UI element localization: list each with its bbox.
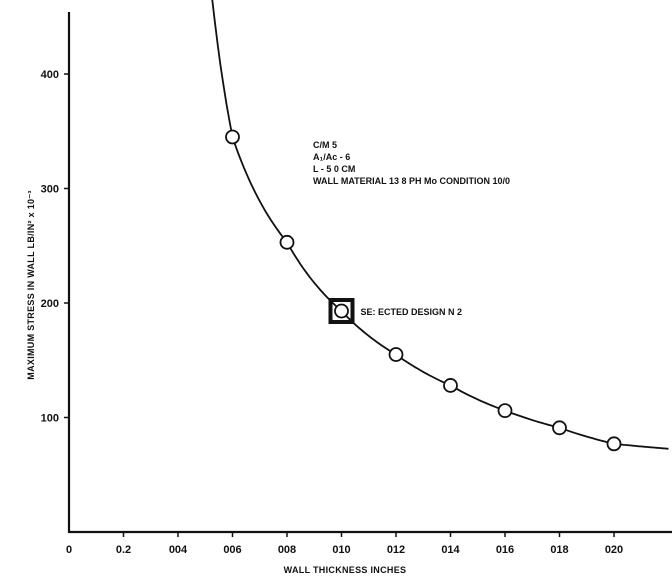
selected-design-label: SE: ECTED DESIGN N 2	[361, 307, 463, 317]
y-tick-label: 400	[41, 69, 59, 81]
annotation-line: WALL MATERIAL 13 8 PH Mo CONDITION 10/0	[313, 176, 510, 186]
x-tick-label: 018	[550, 544, 568, 556]
x-tick-label: 004	[169, 544, 188, 556]
plot-axes	[67, 12, 672, 534]
y-tick-label: 100	[41, 413, 59, 425]
x-axis-title: WALL THICKNESS INCHES	[284, 565, 407, 575]
x-tick-label: 008	[278, 544, 296, 556]
x-ticks: 0 0.2 004 006 008 010 012 014 016 018 020	[66, 532, 623, 556]
data-point	[443, 378, 458, 393]
y-tick-label: 200	[41, 298, 59, 310]
x-tick-label: 016	[496, 544, 514, 556]
x-tick-label: 020	[605, 544, 623, 556]
data-points	[225, 129, 622, 452]
data-point	[606, 436, 622, 452]
selected-design-marker	[328, 298, 355, 325]
data-point	[334, 303, 349, 319]
data-point	[388, 347, 404, 362]
x-tick-label: 0	[66, 544, 72, 556]
x-tick-label: 014	[441, 544, 460, 556]
y-ticks: 100 200 300 400	[41, 69, 69, 425]
data-point	[225, 129, 240, 145]
x-tick-label: 010	[332, 544, 350, 556]
annotation-line: L - 5 0 CM	[313, 164, 355, 174]
x-tick-label: 0.2	[116, 544, 131, 556]
data-point	[552, 420, 567, 436]
annotation-line: C/M 5	[313, 140, 337, 150]
annotation-line: A₁/Aᴄ - 6	[313, 152, 350, 162]
y-tick-label: 300	[41, 184, 59, 196]
data-point	[279, 234, 295, 250]
stress-curve	[211, 0, 669, 450]
data-point	[497, 403, 513, 419]
annotation-block: C/M 5 A₁/Aᴄ - 6 L - 5 0 CM WALL MATERIAL 13…	[313, 140, 510, 186]
y-axis-title: MAXIMUM STRESS IN WALL LB/IN² x 10⁻³	[26, 190, 36, 379]
x-tick-label: 012	[387, 544, 405, 556]
x-tick-label: 006	[223, 544, 241, 556]
